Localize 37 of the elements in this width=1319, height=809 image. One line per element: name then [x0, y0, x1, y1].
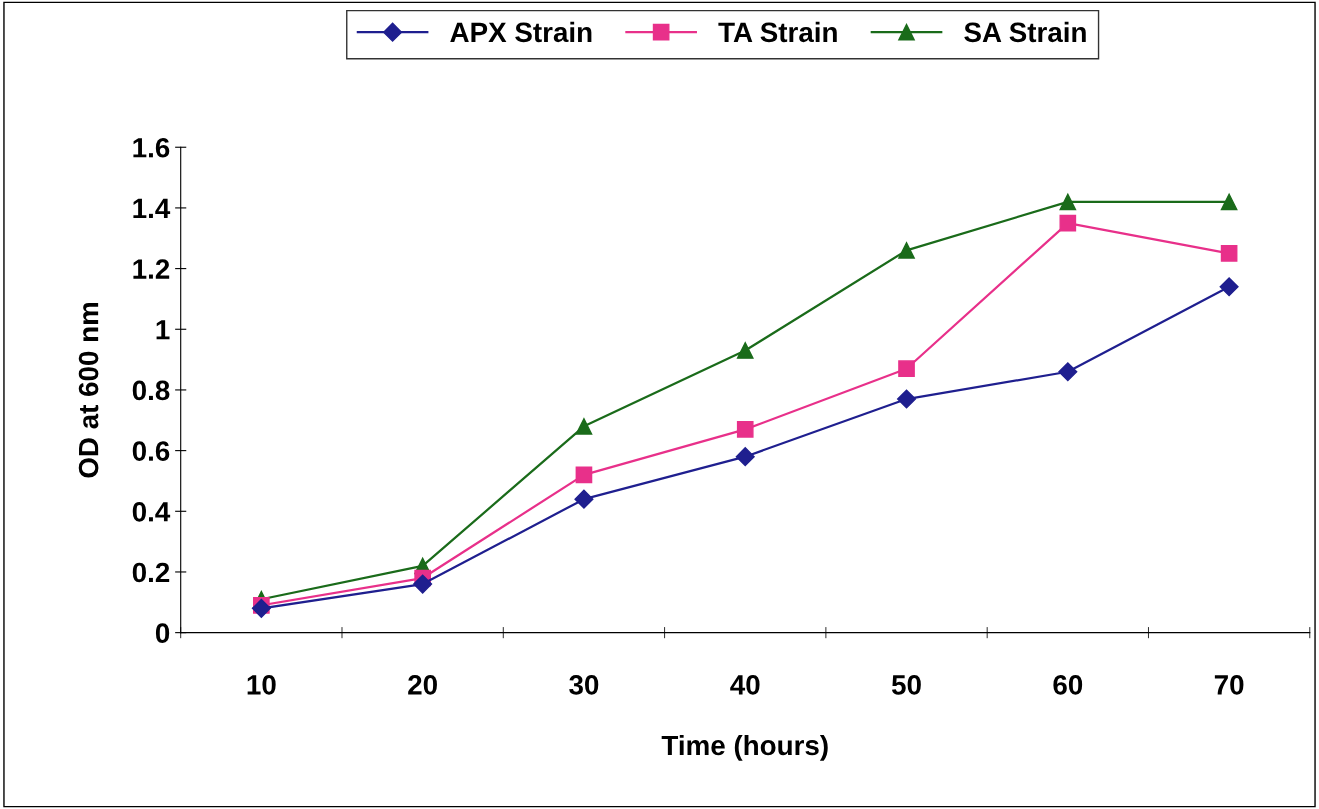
legend-label: TA Strain: [718, 21, 837, 43]
legend-label: SA Strain: [964, 21, 1086, 43]
point: [575, 466, 593, 484]
y-tick-label: 1.2: [133, 259, 170, 279]
y-tick-label: 1.4: [133, 198, 171, 218]
point: [1219, 277, 1239, 297]
point: [574, 489, 594, 509]
point: [736, 421, 754, 438]
x-tick-label: 60: [1053, 675, 1083, 695]
point: [1058, 362, 1078, 382]
point: [1059, 214, 1077, 232]
y-tick-label: 0.4: [132, 501, 171, 522]
x-tick-label: 10: [247, 675, 276, 695]
y-tick-label: 1: [156, 320, 170, 340]
x-tick-label: 40: [730, 675, 760, 695]
point: [1220, 193, 1238, 211]
point: [898, 360, 915, 378]
y-tick-label: 0: [155, 623, 170, 643]
point: [1220, 245, 1238, 262]
x-tick-label: 20: [408, 675, 437, 695]
point: [898, 242, 915, 259]
x-tick-label: 70: [1214, 675, 1244, 695]
point: [413, 574, 433, 594]
y-tick-label: 1.6: [133, 137, 170, 158]
y-tick-label: 0.6: [132, 441, 170, 461]
x-tick-label: 30: [569, 675, 599, 695]
point: [575, 418, 593, 435]
point: [736, 342, 754, 359]
x-axis-title: Time (hours): [661, 734, 828, 761]
y-axis-title: OD at 600 nm: [78, 302, 99, 478]
point: [735, 447, 755, 467]
point: [896, 389, 917, 409]
point: [1059, 193, 1077, 211]
legend-label: APX Strain: [450, 21, 592, 43]
x-tick-label: 50: [891, 675, 921, 695]
y-tick-label: 0.2: [132, 562, 170, 583]
y-tick-label: 0.8: [132, 380, 170, 401]
